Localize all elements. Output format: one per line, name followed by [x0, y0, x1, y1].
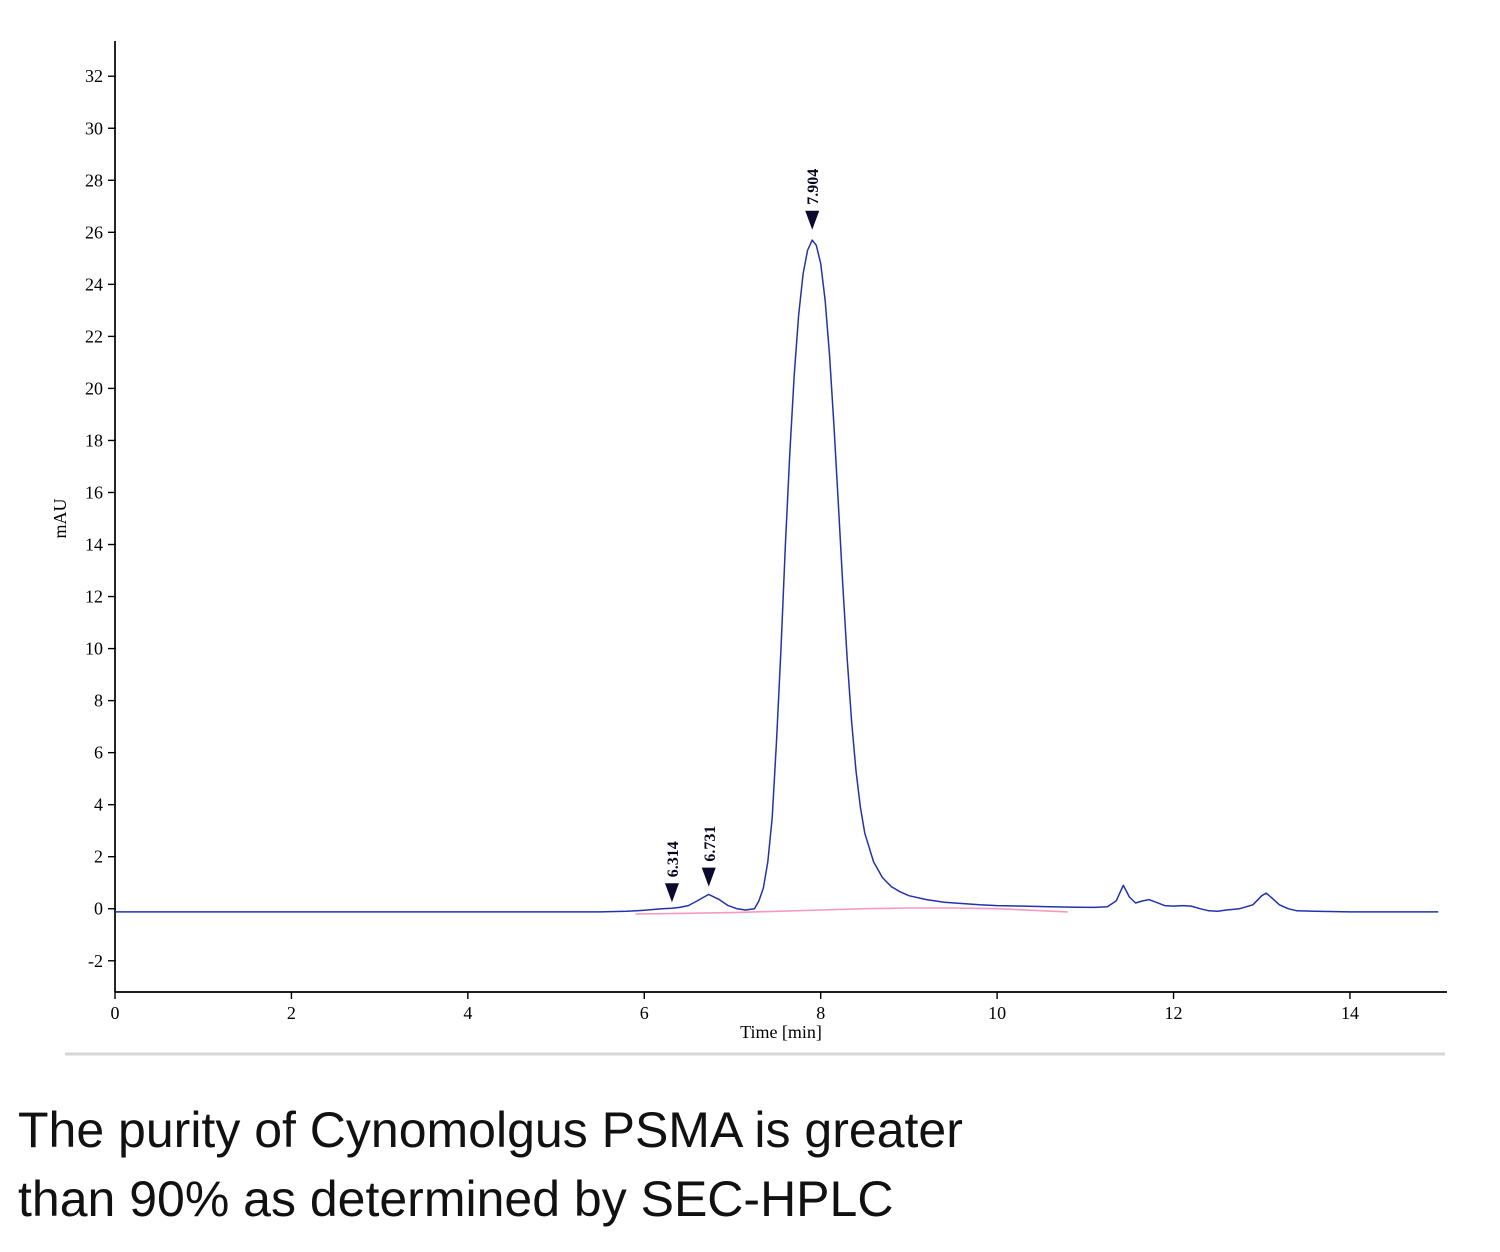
caption-text: The purity of Cynomolgus PSMA is greater… — [18, 1102, 963, 1227]
peak-marker-icon — [701, 867, 716, 887]
x-tick-label: 4 — [463, 1003, 472, 1023]
y-tick-label: 4 — [94, 795, 103, 815]
y-tick-label: 14 — [85, 535, 103, 555]
sec-hplc-chromatogram: -2 0 2 4 6 8 10 12 14 16 18 20 22 24 26 28 30 32 0 2 4 6 8 10 12… — [50, 41, 1447, 1056]
y-tick-label: 26 — [85, 222, 103, 242]
y-axis-title: mAU — [50, 499, 70, 539]
x-tick-label: 10 — [988, 1003, 1006, 1023]
uv-absorbance-trace — [115, 239, 1439, 913]
y-tick-label: 2 — [94, 847, 103, 867]
x-tick-label: 6 — [640, 1003, 649, 1023]
y-tick-label: 12 — [85, 587, 103, 607]
x-tick-label: 2 — [287, 1003, 296, 1023]
x-tick-label: 14 — [1341, 1003, 1359, 1023]
y-tick-label: 32 — [85, 66, 103, 86]
x-tick-label: 12 — [1165, 1003, 1183, 1023]
peak-retention-label: 7.904 — [805, 169, 822, 205]
integration-baseline — [635, 907, 1068, 915]
peak-retention-label: 6.314 — [665, 841, 682, 877]
y-tick-label: 22 — [85, 326, 103, 346]
x-tick-label: 8 — [816, 1003, 825, 1023]
y-tick-label: 20 — [85, 378, 103, 398]
y-tick-label: 0 — [94, 899, 103, 919]
x-axis-title: Time [min] — [740, 1022, 822, 1042]
y-tick-label: 24 — [85, 274, 103, 294]
y-tick-label: 18 — [85, 430, 103, 450]
y-tick-label: 6 — [94, 743, 103, 763]
peak-marker-icon — [805, 210, 820, 230]
y-tick-label: 28 — [85, 170, 103, 190]
y-tick-label: 16 — [85, 482, 103, 502]
y-tick-label: 10 — [85, 639, 103, 659]
y-tick-label: 8 — [94, 691, 103, 711]
x-tick-label: 0 — [111, 1003, 120, 1023]
peak-retention-label: 6.731 — [702, 826, 719, 862]
peak-marker-icon — [664, 883, 679, 903]
y-tick-label: 30 — [85, 118, 103, 138]
y-tick-label: -2 — [88, 951, 103, 971]
